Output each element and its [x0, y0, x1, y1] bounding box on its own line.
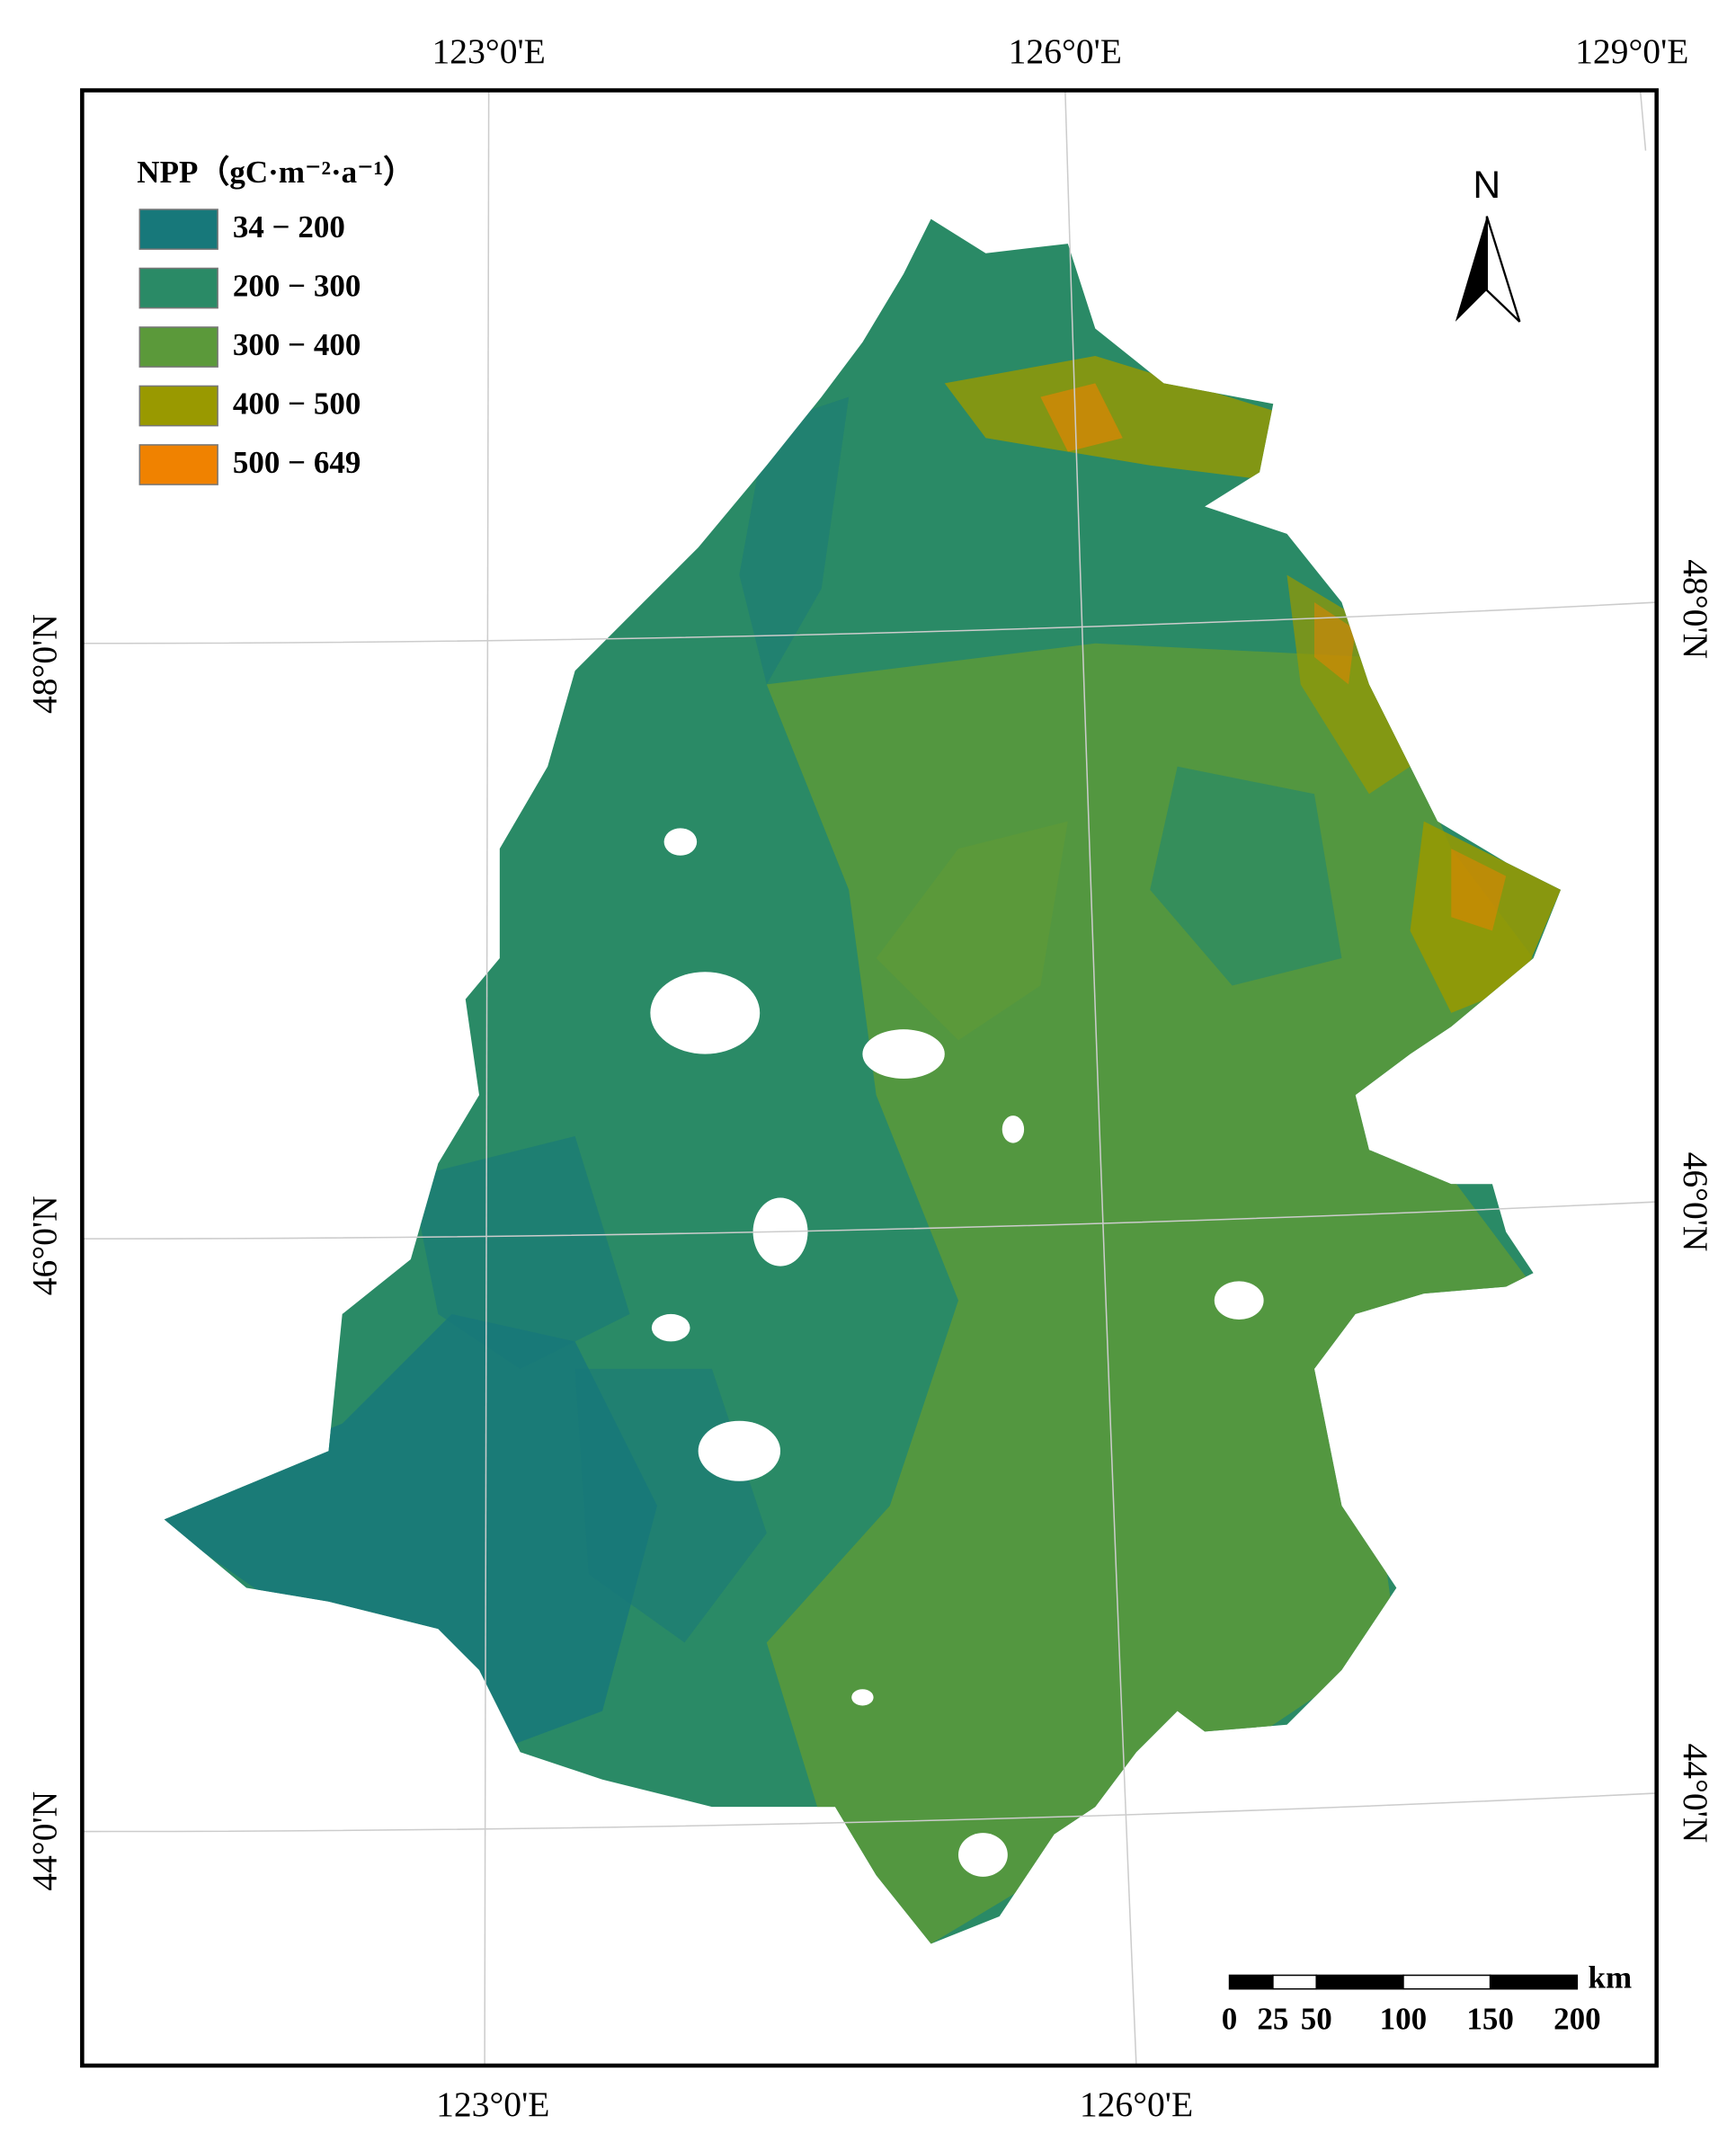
parallel: [82, 1792, 1657, 1833]
scale-label: 50: [1301, 2001, 1332, 2036]
latitude-label: 44°0'N: [24, 1791, 64, 1891]
scale-segment: [1315, 1974, 1404, 1990]
legend-swatch: [138, 444, 218, 485]
npp-zone: [1313, 602, 1356, 685]
legend-title: NPP（gC·m⁻²·a⁻¹）: [137, 155, 414, 190]
longitude-label: 126°0'E: [1009, 31, 1122, 71]
longitude-label: 126°0'E: [1080, 2084, 1193, 2124]
legend-label: 300 − 400: [233, 327, 361, 362]
water-body: [1214, 1281, 1264, 1320]
water-body: [1002, 1115, 1025, 1143]
meridian: [484, 88, 490, 2067]
water-body: [650, 972, 761, 1054]
scale-segment: [1489, 1974, 1579, 1990]
north-arrow-left: [1455, 216, 1487, 322]
npp-zone: [1451, 849, 1507, 931]
legend-label: 400 − 500: [233, 386, 361, 421]
map-frame: [80, 88, 1659, 2068]
scale-segment: [1272, 1974, 1318, 1990]
water-body: [958, 1833, 1008, 1877]
water-body: [651, 1313, 690, 1342]
scale-label: 150: [1466, 2001, 1514, 2036]
north-label: N: [1473, 164, 1500, 207]
legend-swatch: [138, 385, 218, 427]
water-body: [698, 1420, 781, 1481]
scale-segment: [1402, 1974, 1491, 1990]
legend-swatch: [138, 209, 218, 250]
legend-swatch: [138, 267, 218, 309]
water-body: [663, 828, 698, 856]
latitude-label: 44°0'N: [1676, 1743, 1715, 1843]
scale-label: 100: [1380, 2001, 1428, 2036]
scale-label: 0: [1222, 2001, 1238, 2036]
npp-zone: [410, 1135, 630, 1369]
latitude-label: 48°0'N: [24, 614, 64, 714]
legend: 34 − 200 200 − 300 300 − 400 400 − 500 500 −…: [138, 209, 361, 485]
parallel: [82, 1201, 1657, 1240]
legend-label: 200 − 300: [233, 268, 361, 303]
water-body: [862, 1029, 945, 1080]
npp-zone: [1040, 383, 1123, 452]
scale-label: 200: [1553, 2001, 1601, 2036]
longitude-label: 129°0'E: [1575, 31, 1688, 71]
latitude-label: 46°0'N: [1676, 1152, 1715, 1252]
meridian: [1639, 88, 1647, 151]
legend-label: 500 − 649: [233, 445, 361, 480]
parallel: [82, 601, 1657, 644]
latitude-label: 46°0'N: [24, 1195, 64, 1295]
graticule-labels: 123°0'E 126°0'E 129°0'E 123°0'E 126°0'E 48°0'…: [24, 31, 1715, 2124]
scale-unit: km: [1589, 1960, 1633, 1995]
legend-label: 34 − 200: [233, 209, 345, 244]
npp-zone: [876, 821, 1068, 1041]
scale-bar: 0 25 50 100 150 200: [1222, 1974, 1601, 2036]
graticule: [82, 88, 1657, 2067]
legend-swatch: [138, 326, 218, 368]
npp-zone: [1150, 766, 1342, 986]
scale-segment: [1228, 1974, 1274, 1990]
scale-label: 25: [1257, 2001, 1288, 2036]
north-arrow-right: [1485, 216, 1521, 323]
npp-zone: [164, 1313, 657, 1753]
latitude-label: 48°0'N: [1676, 559, 1715, 659]
meridian: [1064, 88, 1137, 2067]
npp-zone: [739, 396, 850, 685]
longitude-label: 123°0'E: [432, 31, 546, 71]
longitude-label: 123°0'E: [436, 2084, 549, 2124]
water-body: [851, 1689, 874, 1706]
